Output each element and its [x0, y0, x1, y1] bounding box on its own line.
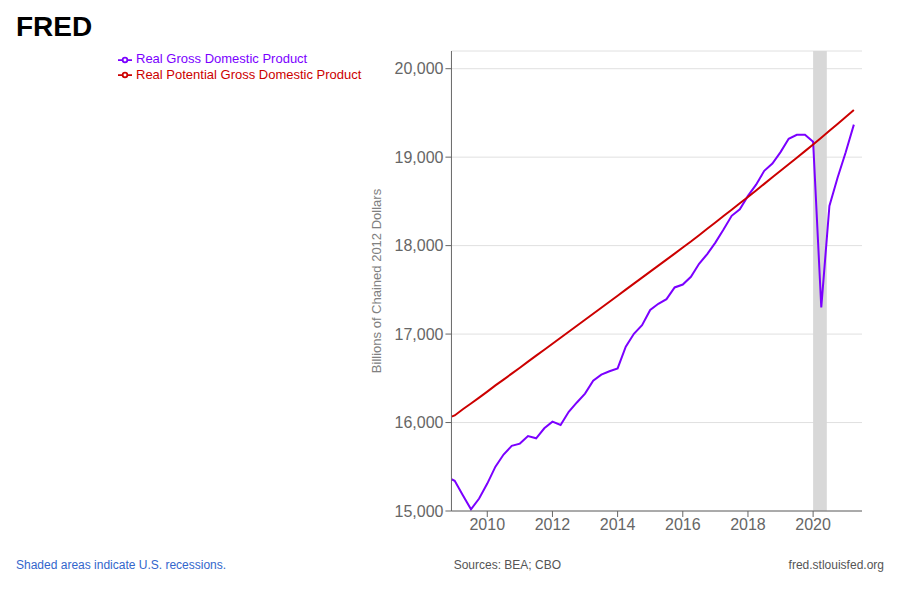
- svg-text:18,000: 18,000: [395, 237, 444, 254]
- svg-text:16,000: 16,000: [395, 414, 444, 431]
- svg-text:15,000: 15,000: [395, 503, 444, 520]
- svg-text:19,000: 19,000: [395, 149, 444, 166]
- html-text:fred.stlouisfed.org: fred.stlouisfed.org: [788, 558, 884, 572]
- svg-text:2016: 2016: [665, 516, 701, 533]
- svg-text:2014: 2014: [600, 516, 636, 533]
- svg-text:Billions of Chained 2012 Dolla: Billions of Chained 2012 Dollars: [369, 188, 384, 373]
- html-text:Real Potential Gross Domestic: Real Potential Gross Domestic Product: [136, 66, 362, 82]
- html-text:FRED: FRED: [16, 11, 93, 42]
- svg-text:17,000: 17,000: [395, 326, 444, 343]
- html-text:Real Gross Domestic Product: Real Gross Domestic Product: [136, 51, 308, 66]
- svg-text:20,000: 20,000: [395, 60, 444, 77]
- html-text:Sources: BEA; CBO: Sources: BEA; CBO: [453, 558, 561, 572]
- html-text:Shaded areas indicate U.S. rec: Shaded areas indicate U.S. recessions.: [16, 558, 227, 572]
- svg-text:2018: 2018: [730, 516, 766, 533]
- svg-text:2012: 2012: [535, 516, 571, 533]
- svg-text:2020: 2020: [795, 516, 831, 533]
- svg-text:2010: 2010: [469, 516, 505, 533]
